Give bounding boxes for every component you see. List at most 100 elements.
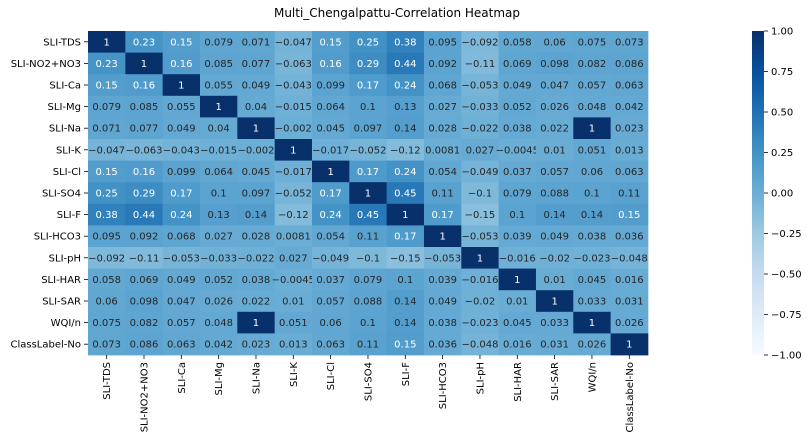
- heatmap-cell: [535, 52, 574, 75]
- cell-value-label: 1: [253, 318, 259, 329]
- cell-value-label: 0.088: [540, 189, 569, 200]
- heatmap-cell: [311, 290, 350, 313]
- cell-value-label: 0.036: [428, 340, 457, 351]
- cell-value-label: 1: [141, 59, 147, 70]
- heatmap-cell: [461, 311, 500, 334]
- heatmap-cell: [125, 268, 164, 291]
- cell-value-label: 0.016: [615, 275, 644, 286]
- cell-value-label: 0.097: [242, 189, 271, 200]
- cell-value-label: −0.11: [465, 59, 496, 70]
- heatmap-cell: [311, 225, 350, 248]
- cell-value-label: −0.092: [88, 253, 125, 264]
- cell-value-label: 0.055: [204, 81, 233, 92]
- heatmap-cell: [125, 95, 164, 118]
- heatmap-cell: [349, 203, 388, 226]
- cell-value-label: 1: [402, 210, 408, 221]
- cell-value-label: 0.048: [204, 318, 233, 329]
- heatmap-cell: [610, 311, 649, 334]
- heatmap-cell: [610, 333, 649, 356]
- heatmap-cell: [162, 74, 201, 97]
- heatmap-cell: [162, 225, 201, 248]
- cell-value-label: −0.043: [275, 81, 312, 92]
- heatmap-cell: [162, 247, 201, 269]
- cell-value-label: −0.12: [278, 210, 309, 221]
- colorbar-tick-label: 0.25: [771, 148, 793, 159]
- cell-value-label: 0.039: [428, 275, 457, 286]
- cell-value-label: 0.042: [204, 340, 233, 351]
- heatmap-cell: [162, 333, 201, 356]
- row-label: SLI-HAR: [41, 275, 81, 286]
- heatmap-cell: [311, 95, 350, 118]
- cell-value-label: 0.023: [242, 340, 271, 351]
- cell-value-label: 0.031: [615, 297, 644, 308]
- cell-value-label: −0.049: [461, 167, 498, 178]
- cell-value-label: 0.058: [92, 275, 121, 286]
- heatmap-cell: [535, 333, 574, 356]
- cell-value-label: 0.1: [211, 189, 227, 200]
- cell-value-label: 0.16: [170, 59, 192, 70]
- heatmap-cell: [423, 139, 462, 161]
- heatmap-cell: [237, 247, 276, 269]
- heatmap-cell: [88, 182, 126, 205]
- cell-value-label: 0.38: [96, 210, 118, 221]
- heatmap-cell: [386, 117, 425, 140]
- heatmap-cell: [237, 74, 276, 97]
- heatmap-cell: [573, 31, 612, 53]
- cell-value-label: 0.042: [615, 102, 644, 113]
- cell-value-label: −0.033: [461, 102, 498, 113]
- cell-value-label: 0.051: [578, 145, 607, 156]
- cell-value-label: 0.06: [581, 167, 603, 178]
- cell-value-label: 0.0081: [276, 232, 311, 243]
- row-label: SLI-pH: [49, 253, 81, 264]
- heatmap-cell: [423, 160, 462, 183]
- heatmap-cell: [349, 117, 388, 140]
- cell-value-label: 0.17: [394, 232, 416, 243]
- cell-value-label: −0.015: [275, 102, 312, 113]
- cell-value-label: −0.1: [468, 189, 492, 200]
- heatmap-cell: [461, 74, 500, 97]
- cell-value-label: 0.085: [130, 102, 159, 113]
- cell-value-label: −0.002: [275, 124, 312, 135]
- cell-value-label: 0.1: [397, 275, 413, 286]
- cell-value-label: −0.048: [461, 340, 498, 351]
- heatmap-cell: [311, 52, 350, 75]
- heatmap-cell: [311, 139, 350, 161]
- heatmap-cell: [162, 52, 201, 75]
- heatmap-cell: [573, 74, 612, 97]
- heatmap-cell: [573, 290, 612, 313]
- heatmap-cell: [610, 268, 649, 291]
- cell-value-label: 0.057: [578, 81, 607, 92]
- heatmap-cell: [311, 117, 350, 140]
- cell-value-label: −0.017: [275, 167, 312, 178]
- cell-value-label: 0.17: [432, 210, 454, 221]
- cell-value-label: 0.01: [543, 275, 565, 286]
- cell-value-label: 0.051: [279, 318, 308, 329]
- cell-value-label: 0.17: [357, 81, 379, 92]
- cell-value-label: 0.071: [242, 37, 271, 48]
- cell-value-label: 0.14: [245, 210, 267, 221]
- cell-value-label: 0.013: [615, 145, 644, 156]
- heatmap-cell: [461, 225, 500, 248]
- cell-value-label: 0.14: [543, 210, 565, 221]
- heatmap-cell: [386, 31, 425, 53]
- heatmap-cell: [125, 117, 164, 140]
- cell-value-label: −0.053: [461, 232, 498, 243]
- heatmap-cell: [498, 52, 537, 75]
- cell-value-label: 0.077: [130, 124, 159, 135]
- cell-value-label: 0.1: [509, 210, 525, 221]
- cell-value-label: 0.01: [506, 297, 528, 308]
- cell-value-label: −0.092: [461, 37, 498, 48]
- cell-value-label: 0.086: [615, 59, 644, 70]
- heatmap-cell: [162, 290, 201, 313]
- heatmap-cell: [199, 31, 238, 53]
- heatmap-cell: [88, 139, 126, 161]
- cell-value-label: 0.068: [167, 232, 196, 243]
- row-label: SLI-Cl: [53, 167, 81, 178]
- heatmap-cell: [535, 117, 574, 140]
- heatmap-cell: [274, 95, 313, 118]
- cell-value-label: 0.04: [245, 102, 267, 113]
- cell-value-label: 0.17: [320, 189, 342, 200]
- heatmap-cell: [349, 290, 388, 313]
- cell-value-label: −0.12: [390, 145, 421, 156]
